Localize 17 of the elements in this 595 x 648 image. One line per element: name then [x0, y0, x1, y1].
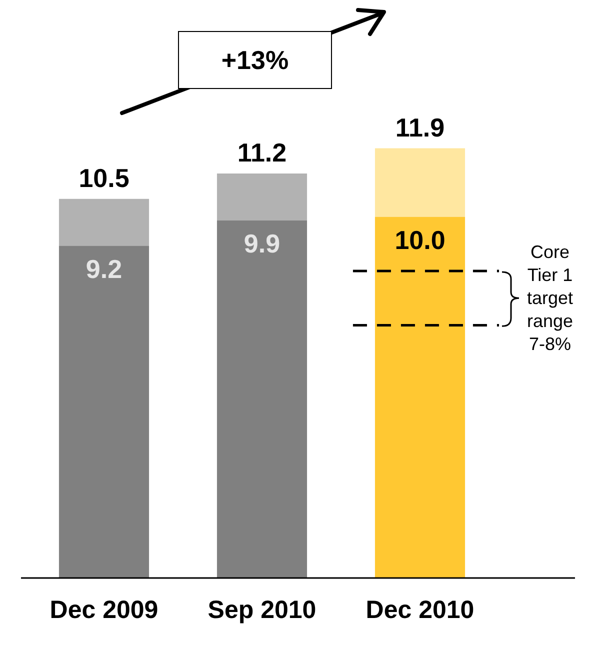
total-label: 10.5 — [78, 162, 130, 193]
data-label: 10.0 — [394, 225, 446, 256]
annotation: Core Tier 1 target range 7-8% — [526, 240, 574, 356]
bar — [216, 220, 308, 578]
total-label: 11.2 — [237, 138, 287, 168]
bar — [216, 174, 308, 220]
bar — [374, 148, 466, 217]
data-label: 9.2 — [86, 254, 122, 284]
bar — [58, 246, 150, 578]
x-tick-label: Dec 2009 — [50, 596, 158, 624]
x-tick-label: Dec 2010 — [366, 596, 474, 624]
text: +13% — [178, 31, 332, 89]
bar — [58, 198, 150, 246]
bar — [374, 216, 466, 578]
total-label: 11.9 — [395, 112, 445, 142]
x-tick-label: Sep 2010 — [208, 596, 316, 624]
data-label: 9.9 — [244, 228, 280, 259]
